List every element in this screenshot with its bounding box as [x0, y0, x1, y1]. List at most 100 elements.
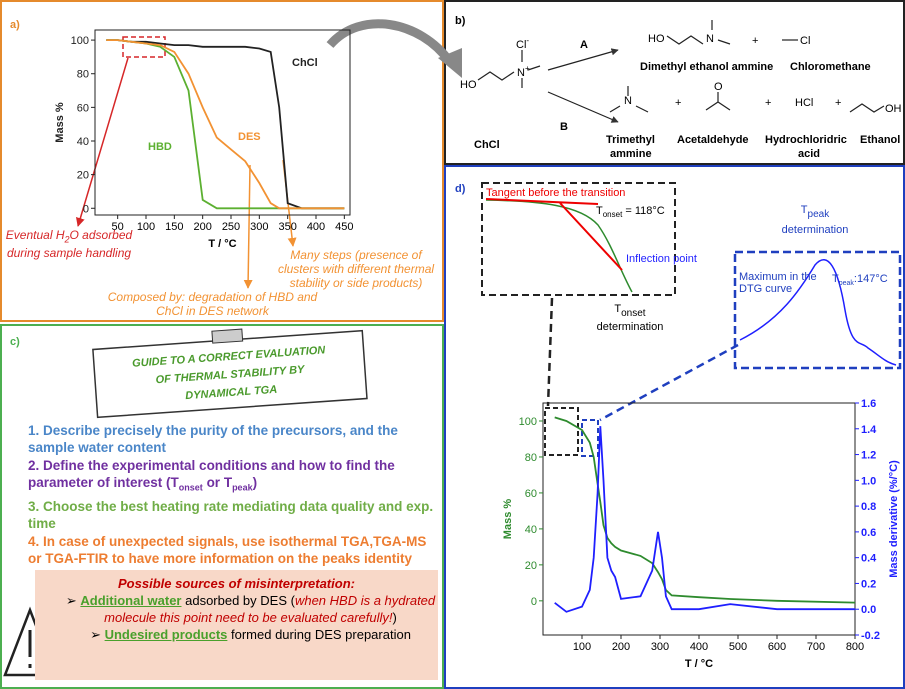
y-tick-label: 20: [525, 560, 537, 572]
y-axis-label: Mass %: [502, 499, 514, 540]
compound-name: Trimethyl: [606, 134, 655, 146]
y2-tick-label: 1.4: [861, 424, 877, 436]
x-tick-label: 200: [612, 641, 630, 653]
y2-tick-label: 1.2: [861, 450, 876, 462]
inset-title: Tonset: [614, 303, 645, 319]
plot-frame: [543, 403, 855, 635]
inset-title: Tpeak: [801, 204, 830, 220]
text: peak: [232, 483, 253, 493]
text: onset: [603, 210, 623, 219]
y2-tick-label: 1.0: [861, 475, 876, 487]
x-tick-label: 400: [690, 641, 708, 653]
x-tick-label: 150: [165, 221, 183, 233]
atom: Cl-: [516, 36, 529, 51]
text: Undesired products: [105, 627, 228, 642]
connector: [548, 298, 552, 406]
annotation: Eventual H2O adsorbed during sample hand…: [5, 228, 133, 260]
text: peak: [808, 209, 831, 220]
compound-name: ammine: [610, 148, 652, 160]
x-tick-label: 100: [573, 641, 591, 653]
inset-frame: [735, 252, 900, 368]
text: formed during DES preparation: [227, 627, 411, 642]
inset-text: DTG curve: [739, 283, 792, 295]
y-tick-label: 60: [525, 488, 537, 500]
atom: O: [714, 81, 723, 93]
y2-tick-label: 0.2: [861, 578, 876, 590]
y-tick-label: 0: [531, 596, 537, 608]
zoom-box: [545, 408, 578, 455]
inset-title: determination: [597, 321, 664, 333]
guide-item: 1. Describe precisely the purity of the …: [28, 422, 438, 456]
series-label: DES: [238, 131, 261, 143]
bullet: ➢: [66, 593, 77, 608]
text: :147°C: [854, 273, 888, 285]
transition-arrow: [330, 24, 450, 62]
atom: N: [517, 67, 525, 79]
bullet: ➢: [90, 627, 101, 642]
compound-name: ChCl: [474, 139, 500, 151]
text: or T: [203, 475, 232, 490]
inset-text: Tpeak:147°C: [832, 273, 888, 287]
guide-list: 1. Describe precisely the purity of the …: [28, 422, 438, 568]
panel-label: d): [455, 183, 466, 195]
x-tick-label: 100: [137, 221, 155, 233]
compound-name: acid: [798, 148, 820, 160]
sign-post: [212, 329, 243, 343]
box-item: ➢ Additional water adsorbed by DES (when…: [35, 592, 438, 626]
charge: -: [526, 36, 529, 45]
zoom-box: [582, 420, 598, 456]
annotation: Many steps (presence of clusters with di…: [272, 248, 440, 290]
text: ): [253, 475, 258, 490]
y2-tick-label: 0.8: [861, 501, 876, 513]
y-tick-label: 100: [519, 416, 537, 428]
text: peak: [839, 280, 855, 287]
inset-title: determination: [782, 224, 849, 236]
x-tick-label: 250: [222, 221, 240, 233]
x-axis-label: T / °C: [685, 658, 713, 670]
y-tick-label: 0: [83, 203, 89, 215]
x-tick-label: 500: [729, 641, 747, 653]
series-line: [555, 426, 855, 612]
x-axis-label: T / °C: [208, 238, 236, 250]
path-label: A: [580, 39, 588, 51]
atom: N: [624, 95, 632, 107]
y-tick-label: 40: [525, 524, 537, 536]
x-tick-label: 350: [278, 221, 296, 233]
y-tick-label: 60: [77, 102, 89, 114]
x-tick-label: 800: [846, 641, 864, 653]
y-tick-label: 100: [71, 35, 89, 47]
panel-label: a): [10, 19, 20, 31]
atom: N: [706, 33, 714, 45]
inset-text: Inflection point: [626, 253, 697, 265]
x-tick-label: 700: [807, 641, 825, 653]
y2-tick-label: -0.2: [861, 630, 880, 642]
y-tick-label: 80: [525, 452, 537, 464]
text: onset: [179, 483, 203, 493]
warning-box: Possible sources of misinterpretation: ➢…: [35, 570, 438, 680]
compound-name: Acetaldehyde: [677, 134, 749, 146]
y-tick-label: 40: [77, 136, 89, 148]
box-title: Possible sources of misinterpretation:: [35, 575, 438, 592]
guide-item: 4. In case of unexpected signals, use is…: [28, 533, 438, 567]
y-tick-label: 80: [77, 69, 89, 81]
panel-label: b): [455, 15, 466, 27]
box-item: ➢ Undesired products formed during DES p…: [35, 626, 438, 643]
y2-axis-label: Mass derivative (%/°C): [888, 460, 900, 578]
y2-tick-label: 0.6: [861, 527, 876, 539]
y-tick-label: 20: [77, 170, 89, 182]
guide-item: 3. Choose the best heating rate mediatin…: [28, 498, 438, 532]
figure: a) b) HO Cl- N+ ChCl A B HO N + Cl Dimet…: [0, 0, 905, 689]
guide-item: 2. Define the experimental conditions an…: [28, 457, 438, 497]
sign: GUIDE TO A CORRECT EVALUATION OF THERMAL…: [92, 321, 367, 418]
text: onset: [621, 308, 646, 319]
inset-text: Tangent before the transition: [486, 187, 625, 199]
text: = 118°C: [622, 205, 664, 217]
x-tick-label: 450: [335, 221, 353, 233]
compound-name: Chloromethane: [790, 61, 871, 73]
inset-text: Tonset = 118°C: [596, 205, 665, 219]
compound-name: Ethanol: [860, 134, 900, 146]
x-tick-label: 300: [250, 221, 268, 233]
text: ): [393, 610, 397, 625]
plus: +: [752, 35, 758, 47]
text: Additional water: [80, 593, 181, 608]
